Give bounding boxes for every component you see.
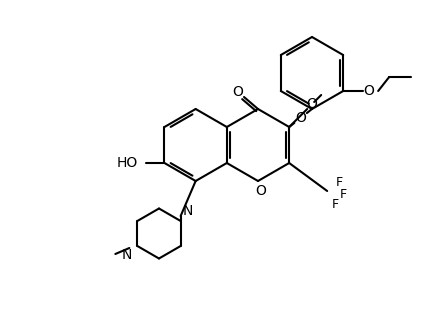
Text: O: O — [307, 97, 318, 111]
Text: F: F — [332, 198, 339, 212]
Text: O: O — [232, 85, 243, 99]
Text: O: O — [256, 184, 266, 198]
Text: O: O — [295, 111, 306, 125]
Text: F: F — [336, 176, 343, 190]
Text: HO: HO — [116, 156, 137, 170]
Text: N: N — [122, 248, 132, 262]
Text: O: O — [364, 84, 375, 98]
Text: N: N — [183, 204, 193, 218]
Text: F: F — [340, 189, 347, 201]
